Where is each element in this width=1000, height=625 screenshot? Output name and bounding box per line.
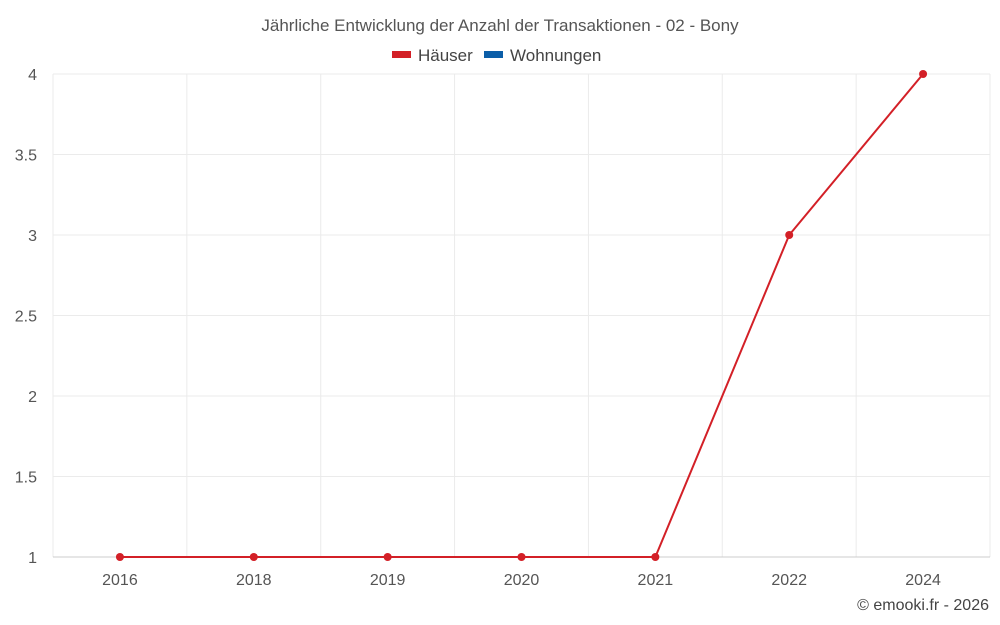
data-point[interactable] bbox=[517, 553, 526, 561]
data-point[interactable] bbox=[919, 70, 928, 78]
y-tick-label: 2.5 bbox=[15, 309, 37, 326]
x-axis-ticks: 2016 2018 2019 2020 2021 2022 2024 bbox=[102, 572, 941, 589]
legend-label-wohnungen[interactable]: Wohnungen bbox=[510, 46, 601, 65]
x-tick-label: 2020 bbox=[504, 572, 540, 589]
y-tick-label: 3 bbox=[28, 228, 37, 245]
legend-label-haeuser[interactable]: Häuser bbox=[418, 46, 473, 65]
data-point[interactable] bbox=[115, 553, 124, 561]
x-tick-label: 2024 bbox=[905, 572, 941, 589]
series-points bbox=[115, 70, 928, 561]
x-tick-label: 2018 bbox=[236, 572, 272, 589]
legend-swatch-wohnungen[interactable] bbox=[484, 51, 503, 58]
y-axis-ticks: 1 1.5 2 2.5 3 3.5 4 bbox=[15, 67, 37, 567]
y-tick-label: 3.5 bbox=[15, 148, 37, 165]
x-tick-label: 2019 bbox=[370, 572, 406, 589]
chart-title: Jährliche Entwicklung der Anzahl der Tra… bbox=[261, 16, 739, 35]
y-tick-label: 2 bbox=[28, 389, 37, 406]
data-point[interactable] bbox=[249, 553, 258, 561]
legend: Häuser Wohnungen bbox=[392, 46, 601, 65]
x-tick-label: 2016 bbox=[102, 572, 138, 589]
legend-swatch-haeuser[interactable] bbox=[392, 51, 411, 58]
x-tick-label: 2022 bbox=[771, 572, 807, 589]
x-tick-label: 2021 bbox=[638, 572, 674, 589]
data-point[interactable] bbox=[651, 553, 660, 561]
data-point[interactable] bbox=[785, 231, 794, 239]
y-tick-label: 1 bbox=[28, 550, 37, 567]
y-tick-label: 4 bbox=[28, 67, 37, 84]
data-point[interactable] bbox=[383, 553, 392, 561]
y-gridlines bbox=[53, 73, 990, 558]
credit-text: © emooki.fr - 2026 bbox=[857, 597, 989, 614]
y-tick-label: 1.5 bbox=[15, 470, 37, 487]
